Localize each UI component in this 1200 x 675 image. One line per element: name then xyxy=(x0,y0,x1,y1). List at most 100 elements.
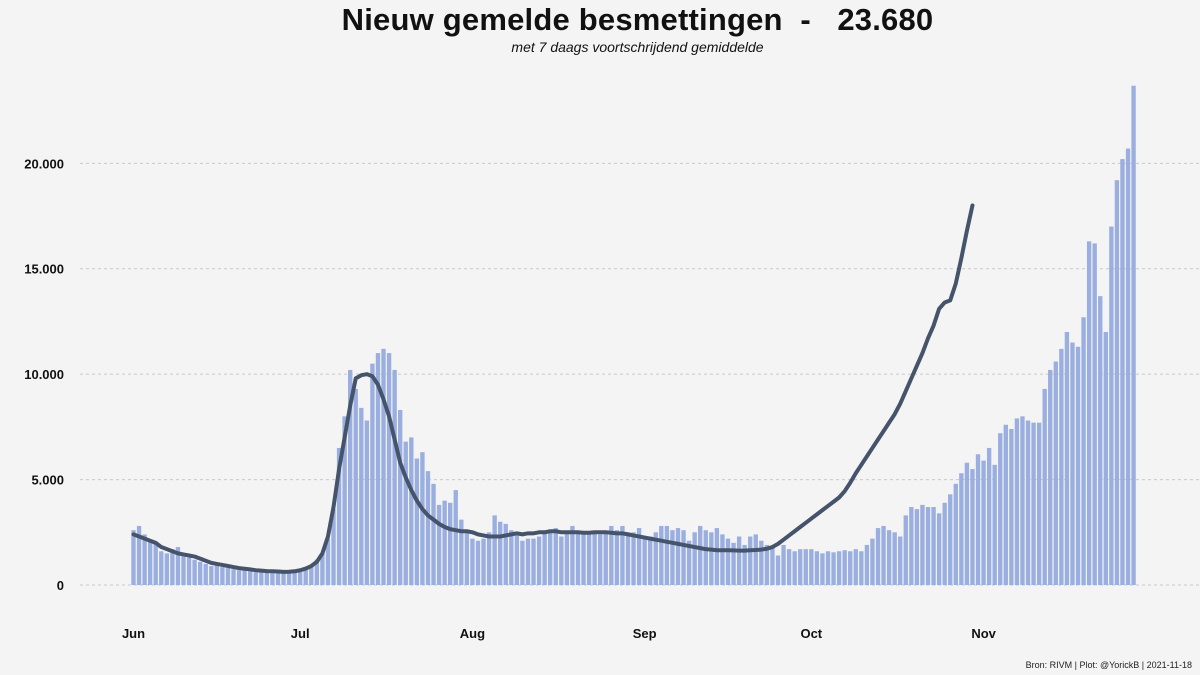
bar xyxy=(792,551,797,585)
bar xyxy=(270,573,275,585)
bar xyxy=(514,534,520,585)
y-tick-label: 5.000 xyxy=(31,473,64,488)
bar xyxy=(842,550,847,585)
bar-series xyxy=(131,85,1136,585)
bar xyxy=(881,525,886,585)
x-axis-ticks: Jun Jul Aug Sep Oct Nov xyxy=(122,626,997,641)
y-tick-label: 10.000 xyxy=(24,367,64,382)
bar xyxy=(325,538,331,585)
bar xyxy=(559,536,564,585)
bar xyxy=(853,549,858,585)
bar xyxy=(492,515,497,585)
bar xyxy=(625,532,631,585)
y-tick-label: 20.000 xyxy=(24,156,64,171)
bar xyxy=(892,532,897,585)
bar xyxy=(753,534,758,585)
bar xyxy=(186,557,192,585)
bar xyxy=(292,572,297,585)
bar xyxy=(1009,428,1014,585)
bar xyxy=(736,536,742,585)
bar xyxy=(948,494,953,585)
bar xyxy=(320,553,325,585)
x-tick-label: Jul xyxy=(291,626,310,641)
bar xyxy=(1036,422,1042,585)
bar xyxy=(864,544,870,585)
bar xyxy=(1120,159,1125,585)
bar xyxy=(648,536,653,585)
bar xyxy=(331,509,336,585)
bar xyxy=(142,534,147,585)
bar xyxy=(531,538,536,585)
bar xyxy=(675,528,681,585)
x-tick-label: Sep xyxy=(633,626,657,641)
bar xyxy=(720,534,725,585)
bar xyxy=(581,534,586,585)
bar xyxy=(281,572,286,585)
bar xyxy=(392,369,397,585)
bar xyxy=(192,559,197,585)
bar xyxy=(631,532,636,585)
chart-subtitle: met 7 daags voortschrijdend gemiddelde xyxy=(511,39,764,55)
bar xyxy=(592,532,597,585)
bar xyxy=(236,570,242,585)
bar xyxy=(398,410,403,585)
bar xyxy=(364,420,370,585)
bar xyxy=(770,547,775,585)
bar xyxy=(809,549,814,585)
bar xyxy=(759,540,764,585)
bar xyxy=(709,532,714,585)
bar xyxy=(831,552,836,585)
bar xyxy=(414,458,420,585)
bar xyxy=(886,530,892,585)
bar xyxy=(336,447,342,585)
bar xyxy=(725,538,731,585)
bar xyxy=(1042,388,1047,585)
bar xyxy=(836,551,842,585)
bar xyxy=(1014,418,1020,585)
bar xyxy=(353,388,358,585)
bar xyxy=(314,559,320,585)
x-tick-label: Jun xyxy=(122,626,145,641)
bar xyxy=(603,532,608,585)
bar xyxy=(731,542,736,585)
bar xyxy=(942,502,947,585)
bar xyxy=(459,519,464,585)
bar xyxy=(381,348,386,585)
bar xyxy=(664,525,670,585)
bar xyxy=(203,563,208,585)
bar xyxy=(1131,85,1136,585)
bar xyxy=(764,544,770,585)
bar xyxy=(920,504,925,585)
bar xyxy=(542,532,547,585)
bar xyxy=(147,540,153,585)
bar xyxy=(959,473,964,585)
bar xyxy=(798,549,803,585)
bar xyxy=(714,528,720,585)
bar xyxy=(275,573,281,585)
bar xyxy=(159,551,164,585)
bar xyxy=(848,551,853,585)
bar xyxy=(453,490,458,585)
bar xyxy=(975,454,981,585)
bar xyxy=(925,506,931,585)
bar xyxy=(814,551,820,585)
bar xyxy=(970,469,975,585)
bar xyxy=(1109,226,1114,585)
bar xyxy=(748,536,753,585)
bar xyxy=(425,471,431,585)
bar xyxy=(164,553,170,585)
bar xyxy=(464,532,470,585)
bar xyxy=(875,528,881,585)
bar xyxy=(1048,369,1053,585)
bar xyxy=(642,538,647,585)
bar xyxy=(570,525,575,585)
bar xyxy=(953,483,958,585)
bar xyxy=(564,532,570,585)
x-tick-label: Aug xyxy=(460,626,485,641)
bar xyxy=(1075,346,1081,585)
bar xyxy=(536,536,542,585)
bar xyxy=(359,407,364,585)
bar xyxy=(503,523,508,585)
bar xyxy=(992,464,997,585)
